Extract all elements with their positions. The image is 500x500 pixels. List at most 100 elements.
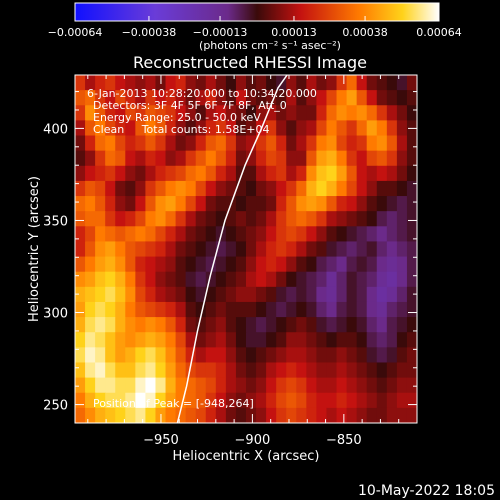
colorbar-tick-label: −0.00038 [122, 26, 177, 39]
heatmap-cell [75, 211, 86, 227]
heatmap-cell [337, 302, 348, 318]
heatmap-cell [166, 317, 177, 333]
heatmap-cell [326, 75, 337, 91]
heatmap-cell [316, 226, 327, 242]
heatmap-cell [145, 211, 156, 227]
heatmap-cell [316, 211, 327, 227]
heatmap-cell [105, 196, 116, 212]
heatmap-cell [296, 362, 307, 378]
heatmap-cell [276, 181, 287, 197]
heatmap-cell [105, 257, 116, 273]
heatmap-cell [316, 287, 327, 303]
heatmap-cell [316, 166, 327, 182]
heatmap-cell [407, 257, 418, 273]
heatmap-cell [85, 302, 96, 318]
heatmap-cell [306, 378, 317, 394]
heatmap-cell [326, 120, 337, 136]
heatmap-cell [95, 257, 106, 273]
heatmap-cell [276, 332, 287, 348]
heatmap-cell [125, 151, 136, 167]
heatmap-cell [85, 362, 96, 378]
heatmap-cell [316, 90, 327, 106]
heatmap-cell [85, 257, 96, 273]
heatmap-cell [407, 166, 418, 182]
heatmap-cell [407, 241, 418, 257]
heatmap-cell [357, 136, 368, 152]
heatmap-cell [397, 136, 408, 152]
heatmap-cell [186, 287, 197, 303]
heatmap-cell [216, 347, 227, 363]
heatmap-cell [367, 211, 378, 227]
heatmap-cell [125, 196, 136, 212]
heatmap-cell [387, 241, 398, 257]
heatmap-cell [316, 105, 327, 121]
heatmap-cell [266, 181, 277, 197]
heatmap-cell [337, 226, 348, 242]
heatmap-cell [85, 347, 96, 363]
heatmap-cell [155, 362, 166, 378]
heatmap-cell [125, 287, 136, 303]
heatmap-cell [135, 332, 146, 348]
heatmap-cell [256, 226, 267, 242]
heatmap-cell [196, 226, 207, 242]
heatmap-cell [397, 317, 408, 333]
heatmap-cell [306, 257, 317, 273]
heatmap-cell [377, 196, 388, 212]
heatmap-cell [377, 166, 388, 182]
heatmap-cell [206, 211, 217, 227]
heatmap-cell [166, 362, 177, 378]
heatmap-cell [377, 181, 388, 197]
heatmap-cell [286, 166, 297, 182]
heatmap-cell [155, 166, 166, 182]
heatmap-cell [176, 151, 187, 167]
heatmap-cell [135, 136, 146, 152]
heatmap-cell [276, 151, 287, 167]
heatmap-cell [226, 408, 237, 424]
heatmap-cell [347, 362, 358, 378]
heatmap-cell [166, 347, 177, 363]
heatmap-cell [347, 272, 358, 288]
heatmap-cell [286, 120, 297, 136]
heatmap-cell [186, 257, 197, 273]
heatmap-cell [357, 257, 368, 273]
heatmap-cell [377, 211, 388, 227]
heatmap-cell [105, 317, 116, 333]
heatmap-cell [155, 241, 166, 257]
heatmap-cell [357, 241, 368, 257]
heatmap-cell [397, 226, 408, 242]
heatmap-cell [206, 196, 217, 212]
heatmap-cell [75, 166, 86, 182]
heatmap-cell [176, 257, 187, 273]
heatmap-cell [407, 90, 418, 106]
heatmap-cell [286, 302, 297, 318]
heatmap-cell [377, 151, 388, 167]
heatmap-cell [337, 136, 348, 152]
heatmap-cell [377, 105, 388, 121]
heatmap-cell [367, 272, 378, 288]
heatmap-cell [397, 287, 408, 303]
heatmap-cell [397, 105, 408, 121]
heatmap-cell [326, 362, 337, 378]
heatmap-cell [216, 257, 227, 273]
heatmap-cell [155, 181, 166, 197]
heatmap-cell [397, 151, 408, 167]
heatmap-cell [397, 196, 408, 212]
heatmap-cell [387, 90, 398, 106]
heatmap-cell [326, 408, 337, 424]
heatmap-cell [357, 332, 368, 348]
heatmap-cell [306, 408, 317, 424]
heatmap-cell [256, 287, 267, 303]
heatmap-cell [316, 151, 327, 167]
heatmap-cell [85, 166, 96, 182]
heatmap-cell [337, 166, 348, 182]
heatmap-cell [316, 362, 327, 378]
x-axis-label: Heliocentric X (arcsec) [173, 449, 320, 464]
heatmap-cell [125, 241, 136, 257]
heatmap-cell [367, 166, 378, 182]
heatmap-cell [397, 302, 408, 318]
heatmap-cell [347, 151, 358, 167]
heatmap-cell [206, 151, 217, 167]
heatmap-cell [397, 347, 408, 363]
heatmap-cell [226, 347, 237, 363]
heatmap-cell [357, 196, 368, 212]
